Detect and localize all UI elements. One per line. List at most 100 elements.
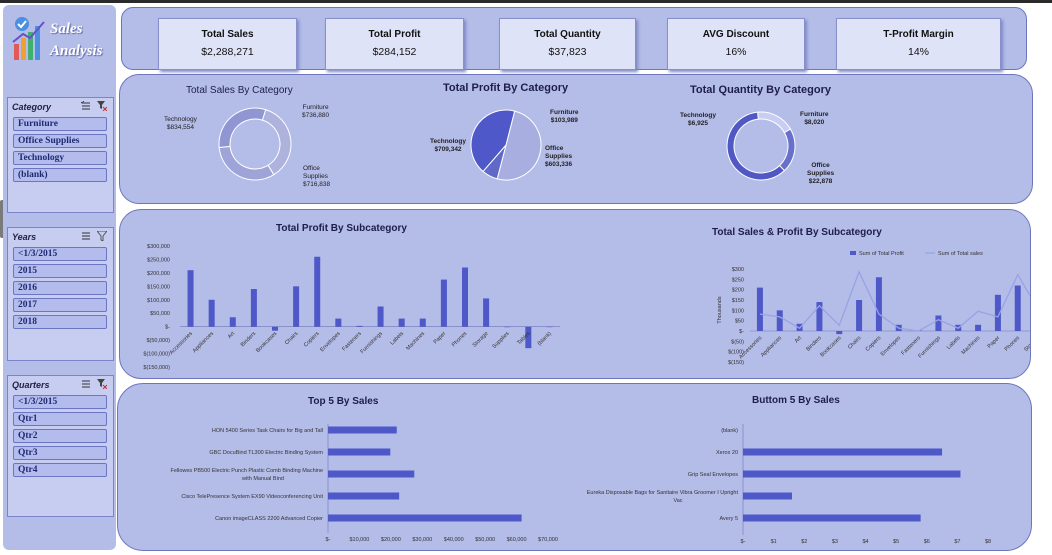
legend-profit: Sum of Total Profit — [859, 251, 904, 257]
x-tick: $2 — [801, 539, 807, 545]
slicer-item-year-2018[interactable]: 2018 — [13, 315, 107, 329]
multi-select-icon[interactable] — [81, 101, 91, 111]
left-tick: $250 — [732, 277, 744, 283]
category-label: Storage — [1023, 335, 1030, 353]
kpi-value: $37,823 — [548, 46, 587, 58]
bar — [935, 315, 942, 331]
multi-select-icon[interactable] — [81, 231, 91, 241]
clear-filter-icon[interactable] — [97, 379, 107, 389]
x-tick: $- — [326, 537, 331, 543]
app-title: Sales Analysis — [50, 18, 103, 62]
bar — [398, 318, 405, 327]
category-label: Art — [794, 335, 804, 345]
x-tick: $10,000 — [349, 537, 369, 543]
slicer-item-year-2016[interactable]: 2016 — [13, 281, 107, 295]
category-label: Paper — [433, 331, 448, 346]
app-title-line2: Analysis — [50, 43, 103, 59]
category-label: Bookcases — [819, 335, 842, 358]
bar — [975, 324, 982, 331]
slicer-item-qtr4[interactable]: Qtr4 — [13, 463, 107, 477]
slicer-item-qtr1[interactable]: Qtr1 — [13, 412, 107, 426]
x-tick: $1 — [771, 539, 777, 545]
left-tick: $150 — [732, 298, 744, 304]
x-tick: $7 — [954, 539, 960, 545]
bottom5-chart: (blank) Xerox 20 Grip Seal Envelopes Eureka… — [587, 424, 991, 545]
multi-select-icon[interactable] — [81, 379, 91, 389]
x-tick: $70,000 — [538, 537, 558, 543]
left-tick: $(150) — [728, 360, 744, 366]
kpi-profit-margin: T-Profit Margin 14% — [836, 18, 1001, 70]
quantity-donut — [726, 111, 796, 181]
years-slicer-title: Years — [12, 232, 37, 242]
slicer-item-year-pre2015[interactable]: <1/3/2015 — [13, 247, 107, 261]
clear-filter-icon[interactable] — [97, 101, 107, 111]
slicer-item-qtr2[interactable]: Qtr2 — [13, 429, 107, 443]
tick-label: $(50,000) — [146, 338, 170, 344]
years-slicer-header: Years — [8, 228, 113, 246]
slicer-item-year-2015[interactable]: 2015 — [13, 264, 107, 278]
pie-slice — [726, 111, 786, 181]
category-label: Machines — [961, 335, 982, 356]
bar — [504, 326, 511, 328]
kpi-avg-discount: AVG Discount 16% — [667, 18, 805, 70]
x-tick: $40,000 — [444, 537, 464, 543]
category-label: GBC DocuBind TL300 Electric Binding Syst… — [209, 450, 323, 456]
category-label: (blank) — [721, 428, 738, 434]
category-label: Chairs — [284, 331, 300, 347]
bar — [816, 302, 823, 331]
bar — [328, 514, 522, 522]
sales-by-category-title: Total Sales By Category — [186, 85, 293, 96]
tick-label: $250,000 — [147, 257, 170, 263]
slicer-item-year-2017[interactable]: 2017 — [13, 298, 107, 312]
x-tick: $- — [741, 539, 746, 545]
category-charts-panel: Total Sales By Category Technology $834,5… — [119, 74, 1033, 204]
slicer-item-blank[interactable]: (blank) — [13, 168, 107, 182]
tick-label: $- — [165, 325, 170, 331]
category-label: Phones — [1004, 335, 1022, 353]
profit-by-subcategory-title: Total Profit By Subcategory — [276, 223, 407, 234]
profit-technology-label: Technology $709,342 — [430, 138, 466, 153]
category-label: Vac — [673, 498, 682, 504]
left-tick: $100 — [732, 308, 744, 314]
quarters-slicer-header: Quarters — [8, 376, 113, 394]
slicer-item-furniture[interactable]: Furniture — [13, 117, 107, 131]
window-top-border — [0, 0, 1052, 3]
kpi-value: $284,152 — [372, 46, 417, 58]
profit-pie — [470, 109, 542, 181]
bar — [419, 318, 426, 327]
sales-furniture-label: Furniture $736,880 — [302, 104, 330, 119]
kpi-value: 14% — [907, 46, 929, 58]
category-label: Fellowes PB500 Electric Punch Plastic Co… — [170, 468, 323, 474]
category-label: HON 5400 Series Task Chairs for Big and … — [212, 428, 323, 434]
slicer-item-office-supplies[interactable]: Office Supplies — [13, 134, 107, 148]
category-label: Supplies — [491, 331, 510, 350]
kpi-total-profit: Total Profit $284,152 — [325, 18, 464, 70]
slicer-item-technology[interactable]: Technology — [13, 151, 107, 165]
category-label: Cisco TelePresence System EX90 Videoconf… — [181, 494, 323, 500]
kpi-label: T-Profit Margin — [883, 29, 954, 40]
category-slicer: Category Furniture Office Supplies Techn… — [7, 97, 114, 213]
kpi-label: Total Sales — [201, 29, 254, 40]
bar — [377, 306, 384, 327]
tick-label: $100,000 — [147, 298, 170, 304]
left-tick: $(100) — [728, 350, 744, 356]
bar — [328, 426, 397, 434]
category-label: Eureka Disposable Bags for Sanitaire Vib… — [587, 490, 739, 496]
left-tick: $- — [739, 329, 744, 335]
left-tick: $300 — [732, 267, 744, 273]
bar — [776, 310, 783, 331]
slicer-item-quarter-pre2015[interactable]: <1/3/2015 — [13, 395, 107, 409]
filter-icon[interactable] — [97, 231, 107, 241]
bar — [743, 514, 921, 522]
bar — [272, 326, 278, 331]
slicer-item-qtr3[interactable]: Qtr3 — [13, 446, 107, 460]
category-label: Bookcases — [255, 331, 278, 354]
category-label: Furnishings — [360, 331, 385, 356]
tick-label: $50,000 — [150, 311, 170, 317]
sales-line — [759, 270, 1030, 332]
category-label: Copiers — [865, 335, 883, 353]
bar — [314, 256, 321, 327]
bar — [187, 270, 194, 327]
bar — [328, 470, 415, 478]
bar — [743, 492, 792, 500]
